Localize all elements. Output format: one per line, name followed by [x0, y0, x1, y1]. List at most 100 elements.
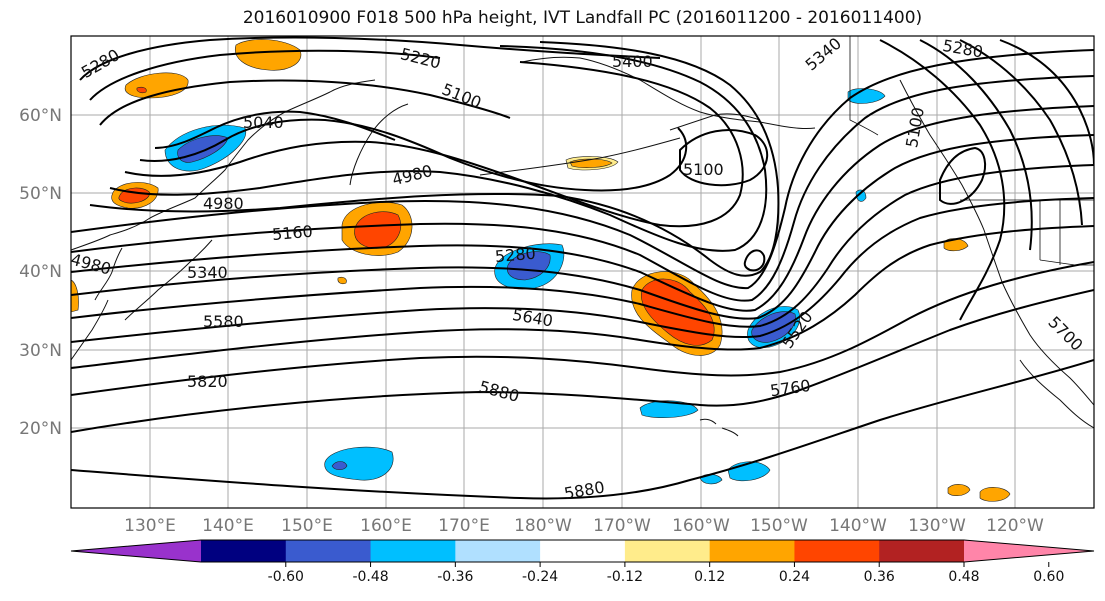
ivt-pos-blob	[943, 238, 969, 252]
contour-label: 5700	[1044, 312, 1086, 354]
border-alaska	[849, 36, 879, 136]
height-contour	[109, 45, 768, 252]
colorbar-segment	[201, 540, 287, 562]
lon-label: 170°W	[593, 516, 651, 536]
contour-label: 5580	[203, 312, 244, 331]
lon-label: 130°W	[908, 516, 966, 536]
lon-label: 150°E	[281, 516, 333, 536]
contour-label: 5280	[78, 45, 123, 82]
lon-label: 180°W	[514, 516, 572, 536]
contour-label: 5640	[511, 305, 554, 331]
ivt-pos-blob	[979, 487, 1011, 502]
coastline-mexico	[1019, 359, 1094, 429]
lon-label: 170°E	[438, 516, 490, 536]
height-contour	[919, 39, 1033, 251]
contour-label: 5340	[802, 34, 845, 75]
colorbar-tick-label: 0.24	[779, 569, 810, 585]
lon-label: 160°W	[672, 516, 730, 536]
ivt-neg-blob	[855, 189, 867, 202]
coastline-alaska	[521, 56, 816, 129]
colorbar-segment	[71, 540, 201, 562]
ivt-neg-blob	[331, 461, 348, 471]
longitude-labels: 130°E 140°E 150°E 160°E 170°E 180°W 170°…	[124, 516, 1044, 536]
colorbar: -0.60 -0.48 -0.36 -0.24 -0.12 0.12 0.24 0.36 0.4…	[70, 539, 1095, 585]
height-contour	[154, 110, 396, 149]
contour-labels: 5280 5220 5400 5100 5040 4980 4980 5100 …	[69, 34, 1087, 503]
ivt-neg-blob	[727, 461, 771, 482]
height-contour	[71, 164, 1094, 328]
colorbar-tick-label: 0.48	[948, 569, 979, 585]
contour-label: 5400	[612, 52, 653, 71]
map-title: 2016010900 F018 500 hPa height, IVT Land…	[242, 8, 923, 28]
colorbar-tick-label: 0.12	[694, 569, 725, 585]
borders	[849, 36, 1094, 266]
contour-label: 4980	[69, 250, 113, 279]
contour-label: 5880	[477, 377, 521, 406]
height-contour	[71, 105, 1094, 312]
contour-label: 5760	[769, 376, 812, 400]
ivt-neg-blob	[324, 446, 394, 481]
coastline-china	[71, 299, 109, 361]
height-contour	[71, 49, 1094, 290]
ivt-pos-blob	[71, 279, 79, 313]
height-contour	[71, 197, 1094, 343]
height-contour	[71, 359, 1094, 500]
height-contours	[71, 36, 1094, 500]
coastline-aleutians	[479, 137, 681, 176]
coastline-japan	[124, 239, 213, 321]
contour-label: 5280	[494, 244, 536, 266]
colorbar-tick-label: -0.60	[268, 569, 304, 585]
contour-label: 5340	[187, 263, 228, 282]
height-contour	[99, 79, 511, 126]
colorbar-tick-label: -0.36	[437, 569, 473, 585]
colorbar-segment	[370, 540, 456, 562]
coastline-hawaii	[699, 418, 739, 437]
colorbar-tick-label: 0.60	[1033, 569, 1064, 585]
colorbar-segment	[624, 540, 711, 562]
ivt-pos-blob	[947, 484, 971, 496]
ivt-pos-blob	[641, 278, 715, 346]
ivt-pos-blob	[136, 86, 147, 94]
height-contour	[679, 129, 769, 187]
height-contour	[71, 225, 1094, 369]
colorbar-segment	[455, 540, 541, 562]
height-contour	[139, 118, 688, 192]
border-states	[1039, 200, 1094, 266]
latitude-labels: 60°N 50°N 40°N 30°N 20°N	[19, 106, 62, 439]
colorbar-segment	[964, 540, 1094, 562]
lat-label: 40°N	[19, 262, 62, 282]
contour-label: 5220	[399, 44, 443, 72]
ivt-pos-blob	[337, 276, 347, 285]
height-contour	[71, 75, 1094, 302]
coastline-westcoast	[899, 79, 1094, 406]
lon-label: 140°W	[829, 516, 887, 536]
height-contour	[71, 261, 1094, 396]
colorbar-tick-label: -0.12	[607, 569, 643, 585]
height-contour	[89, 41, 780, 277]
height-contour	[71, 289, 1094, 433]
ivt-pos-blob	[354, 211, 402, 249]
lat-label: 30°N	[19, 341, 62, 361]
contour-label: 5100	[683, 160, 724, 179]
colorbar-tick-label: -0.24	[522, 569, 558, 585]
contour-label: 5100	[902, 106, 928, 149]
coastline-asia	[71, 79, 376, 251]
contour-label: 5880	[563, 477, 606, 503]
height-contour	[743, 249, 766, 272]
height-contour	[79, 36, 661, 81]
height-contour	[124, 61, 744, 228]
lat-label: 60°N	[19, 106, 62, 126]
colorbar-segment	[879, 540, 965, 562]
lon-label: 140°E	[202, 516, 254, 536]
contour-label: 5100	[439, 80, 484, 113]
colorbar-segment	[540, 540, 626, 562]
contour-label: 5820	[187, 372, 228, 391]
contour-label: 4980	[203, 194, 244, 213]
colorbar-tick-label: -0.48	[352, 569, 388, 585]
map-frame	[70, 35, 1095, 509]
colorbar-segment	[794, 540, 880, 562]
lon-label: 150°W	[750, 516, 808, 536]
height-contour	[71, 134, 1094, 320]
height-contour	[939, 146, 987, 205]
